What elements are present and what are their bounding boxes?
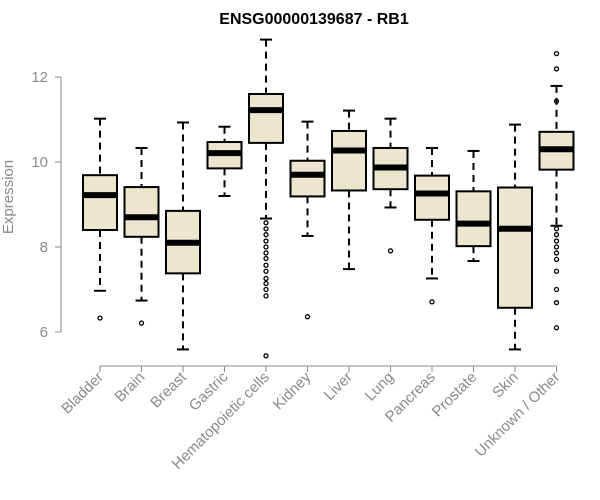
outlier-point [553, 325, 560, 331]
outlier-point [387, 248, 394, 254]
outlier-point [138, 320, 145, 326]
box-6 [331, 109, 367, 271]
x-tick-label-2: Breast [147, 368, 190, 411]
box-7 [372, 117, 409, 254]
chart-title: ENSG00000139687 - RB1 [219, 11, 409, 28]
outlier-point [429, 299, 435, 305]
box-3 [206, 125, 243, 197]
x-tick-label-7: Lung [362, 369, 398, 405]
outlier-point [553, 300, 560, 306]
box-body [82, 174, 118, 232]
outlier-point [553, 256, 560, 262]
y-axis: 6 8 10 12 [31, 69, 62, 341]
box-5 [289, 120, 326, 320]
x-tick-label-10: Skin [489, 369, 522, 402]
outlier-point [263, 220, 269, 226]
outlier-point [263, 286, 269, 293]
boxes-group [82, 38, 575, 359]
box-2 [165, 121, 201, 351]
box-body [414, 174, 450, 221]
box-body [455, 190, 492, 248]
outlier-point [263, 280, 269, 287]
outlier-point [553, 286, 560, 293]
box-body [497, 186, 533, 309]
outlier-point [553, 244, 560, 250]
x-tick-label-1: Brain [112, 369, 149, 406]
box-body [289, 159, 326, 198]
box-10 [497, 123, 533, 351]
y-tick-label-6: 6 [40, 324, 48, 341]
outlier-point [263, 238, 269, 244]
y-axis-label: Expression [0, 160, 17, 234]
x-tick-label-0: Bladder [58, 369, 107, 418]
box-9 [455, 149, 492, 263]
box-body [248, 93, 284, 144]
y-tick-label-10: 10 [31, 154, 48, 171]
outlier-point [263, 255, 269, 262]
outlier-point [304, 314, 311, 320]
outlier-point [263, 353, 269, 359]
outlier-point [553, 98, 560, 104]
outlier-point [553, 66, 560, 72]
outlier-point [553, 238, 560, 244]
outlier-point [553, 232, 560, 238]
outlier-point [263, 244, 269, 250]
outlier-point [263, 226, 269, 232]
outlier-point [263, 250, 269, 256]
box-11 [538, 50, 575, 331]
outlier-point [97, 315, 103, 321]
box-8 [414, 146, 450, 305]
outlier-point [553, 226, 560, 232]
x-tick-label-6: Liver [321, 369, 356, 404]
outlier-point [263, 293, 269, 299]
box-body [123, 186, 160, 238]
box-body [331, 129, 367, 192]
y-tick-label-8: 8 [40, 239, 48, 256]
outlier-point [553, 50, 560, 57]
x-tick-label-9: Prostate [429, 369, 481, 421]
outlier-point [263, 268, 269, 274]
box-4 [248, 38, 284, 359]
outlier-point [263, 275, 269, 282]
outlier-point [263, 262, 269, 268]
outlier-point [263, 232, 269, 238]
box-1 [123, 146, 160, 326]
box-0 [82, 117, 118, 321]
outlier-point [553, 268, 560, 274]
y-tick-label-12: 12 [31, 69, 48, 86]
outlier-point [553, 250, 560, 256]
x-tick-label-5: Kidney [270, 368, 315, 413]
